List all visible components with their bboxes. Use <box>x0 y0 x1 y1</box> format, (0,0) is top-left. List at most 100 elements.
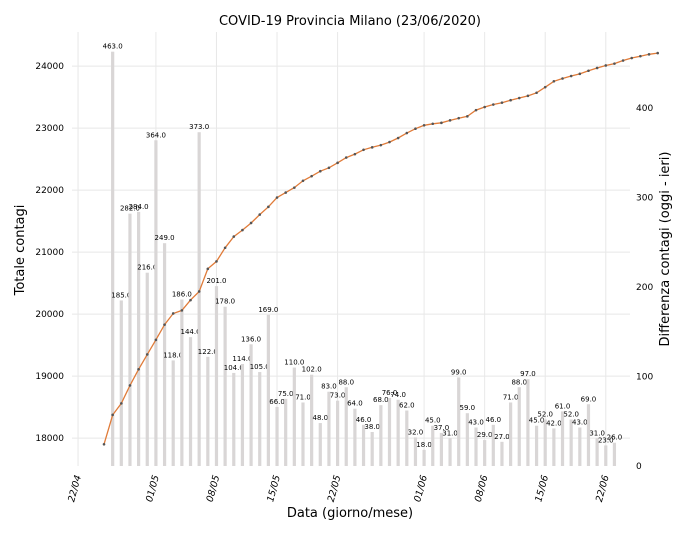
bar <box>552 428 556 466</box>
bar <box>335 400 340 466</box>
bar <box>284 398 288 466</box>
line-point <box>284 191 287 194</box>
bar <box>310 374 314 466</box>
bar <box>154 140 158 466</box>
line-point <box>509 98 512 102</box>
line-point <box>362 148 365 152</box>
bar <box>232 372 236 466</box>
line-point <box>483 105 486 109</box>
line-point <box>241 228 244 232</box>
line-point <box>232 235 236 238</box>
bar-label: 64.0 <box>347 400 363 408</box>
x-tick: 15/06 <box>533 474 551 503</box>
bar-label: 169.0 <box>258 306 278 314</box>
line-point <box>128 384 132 387</box>
bar <box>180 299 184 466</box>
bar-label: 284.0 <box>129 203 149 211</box>
line-point <box>370 146 374 149</box>
bar-label: 249.0 <box>155 234 175 242</box>
bar <box>249 344 253 466</box>
y-tick-right: 200 <box>636 283 653 293</box>
bar-label: 52.0 <box>537 410 553 418</box>
bar <box>604 445 608 466</box>
bar-label: 18.0 <box>416 441 432 449</box>
line-point <box>293 186 296 189</box>
bar <box>569 419 573 466</box>
line-point <box>656 51 659 55</box>
line-point <box>163 323 166 326</box>
x-axis-label: Data (giorno/mese) <box>287 506 413 521</box>
line-point <box>440 121 443 125</box>
bar-label: 45.0 <box>529 417 545 425</box>
bar <box>188 337 193 466</box>
line-point <box>552 79 556 83</box>
bar-label: 99.0 <box>451 368 467 376</box>
line-point <box>569 74 573 78</box>
bar-label: 32.0 <box>408 428 424 436</box>
bar-label: 102.0 <box>302 366 322 374</box>
bar-label: 185.0 <box>111 291 131 299</box>
bar <box>612 442 617 466</box>
line-point <box>639 54 642 58</box>
bar <box>145 272 149 466</box>
bar-label: 31.0 <box>589 429 605 437</box>
line-point <box>517 96 521 100</box>
bar <box>318 423 322 466</box>
bar <box>586 404 591 466</box>
plot-area: 18000 19000 20000 21000 22000 23000 24000 0 100 2… <box>35 32 659 503</box>
bar <box>578 427 582 466</box>
bar <box>448 438 452 466</box>
bar <box>379 405 383 466</box>
y-tick-right: 100 <box>636 373 653 383</box>
line-point <box>526 94 530 98</box>
bar <box>595 438 599 466</box>
bar-label: 282.0 <box>120 205 140 213</box>
line-point <box>120 402 123 405</box>
x-tick: 01/05 <box>144 474 162 503</box>
bar <box>413 437 418 466</box>
line-point <box>587 69 590 73</box>
bar <box>474 427 478 466</box>
bar-label: 37.0 <box>434 424 450 432</box>
bar <box>396 399 400 466</box>
y-tick-left: 20000 <box>35 310 64 320</box>
line-point <box>197 290 201 293</box>
y-axis-label-left: Totale contagi <box>13 205 28 297</box>
line-point <box>604 64 608 67</box>
bar <box>483 440 487 466</box>
bar <box>361 424 366 466</box>
bar-label: 27.0 <box>494 433 510 441</box>
line-point <box>492 103 495 106</box>
bar-label: 178.0 <box>215 298 235 306</box>
bar-label: 29.0 <box>477 431 493 439</box>
bar <box>301 402 305 466</box>
bar-label: 76.0 <box>382 389 398 397</box>
line-point <box>396 136 400 140</box>
x-tick: 15/05 <box>265 474 283 503</box>
bar <box>491 424 495 466</box>
line-point <box>405 131 409 135</box>
bar <box>128 213 132 466</box>
bar <box>422 449 426 466</box>
line-point <box>431 122 435 126</box>
bar-label: 105.0 <box>250 363 270 371</box>
line-point <box>301 179 305 183</box>
bar-label: 59.0 <box>460 404 476 412</box>
y-tick-left: 24000 <box>35 62 64 72</box>
line-point <box>613 62 616 65</box>
line-point <box>621 59 625 62</box>
line-point <box>318 169 322 173</box>
bar-label: 62.0 <box>399 402 415 410</box>
line-point <box>414 127 417 131</box>
bar-label: 23.0 <box>598 436 614 444</box>
bar <box>327 391 331 466</box>
bar <box>543 419 547 466</box>
bar-label: 75.0 <box>278 390 294 398</box>
bar-label: 68.0 <box>373 396 389 404</box>
bar-label: 46.0 <box>486 416 502 424</box>
bar-label: 43.0 <box>572 419 588 427</box>
line-point <box>249 221 253 225</box>
bar <box>353 408 357 466</box>
bar <box>171 360 175 466</box>
line-point <box>102 443 106 446</box>
